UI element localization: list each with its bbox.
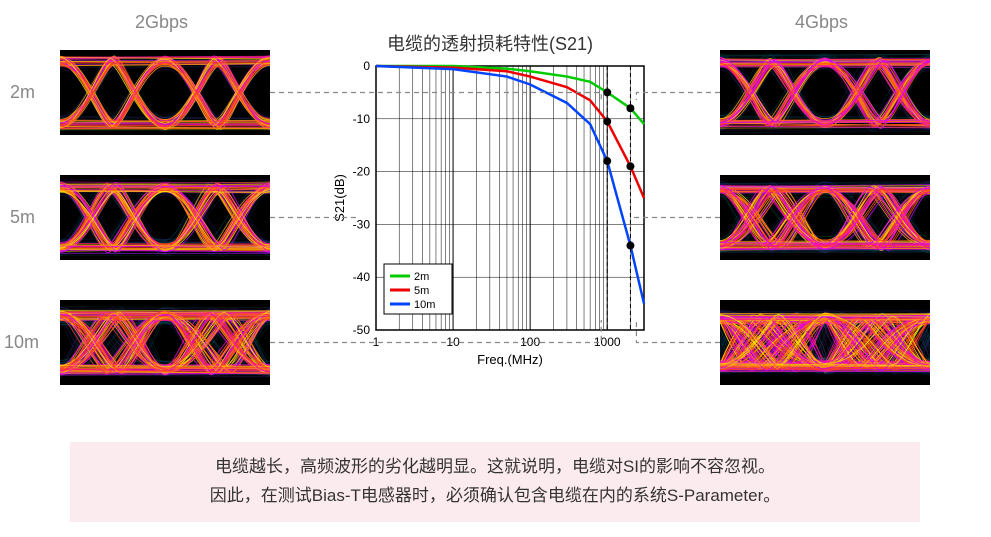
eye-left-2m xyxy=(60,50,270,135)
svg-text:10: 10 xyxy=(446,335,460,349)
chart-title: 电缆的透射损耗特性(S21) xyxy=(330,30,650,56)
svg-text:0: 0 xyxy=(363,60,370,73)
col-header-right: 4Gbps xyxy=(795,12,848,33)
svg-text:10m: 10m xyxy=(414,299,435,311)
eye-left-5m xyxy=(60,175,270,260)
svg-text:100: 100 xyxy=(520,335,540,349)
svg-text:S21(dB): S21(dB) xyxy=(332,174,347,222)
svg-text:-30: -30 xyxy=(353,217,371,231)
svg-text:1: 1 xyxy=(373,335,380,349)
row-label-1: 5m xyxy=(10,207,35,228)
svg-text:-20: -20 xyxy=(353,165,371,179)
row-label-2: 10m xyxy=(4,332,39,353)
svg-text:-50: -50 xyxy=(353,323,371,337)
eye-right-5m xyxy=(720,175,930,260)
eye-right-10m xyxy=(720,300,930,385)
svg-text:1000: 1000 xyxy=(594,335,621,349)
svg-text:2m: 2m xyxy=(414,271,429,283)
svg-text:-10: -10 xyxy=(353,112,371,126)
svg-text:-40: -40 xyxy=(353,270,371,284)
s21-chart: 0 -10 -20 -30 -40 -501 10 100 1000 Freq.(MHz) S21(… xyxy=(330,60,650,370)
caption-line-2: 因此，在测试Bias-T电感器时，必须确认包含电缆在内的系统S-Paramete… xyxy=(210,482,780,511)
eye-right-2m xyxy=(720,50,930,135)
row-label-0: 2m xyxy=(10,82,35,103)
svg-text:5m: 5m xyxy=(414,285,429,297)
svg-text:Freq.(MHz): Freq.(MHz) xyxy=(477,352,543,367)
eye-left-10m xyxy=(60,300,270,385)
caption-line-1: 电缆越长，高频波形的劣化越明显。这就说明，电缆对SI的影响不容忽视。 xyxy=(215,453,775,482)
col-header-left: 2Gbps xyxy=(135,12,188,33)
caption-box: 电缆越长，高频波形的劣化越明显。这就说明，电缆对SI的影响不容忽视。 因此，在测… xyxy=(70,442,920,522)
